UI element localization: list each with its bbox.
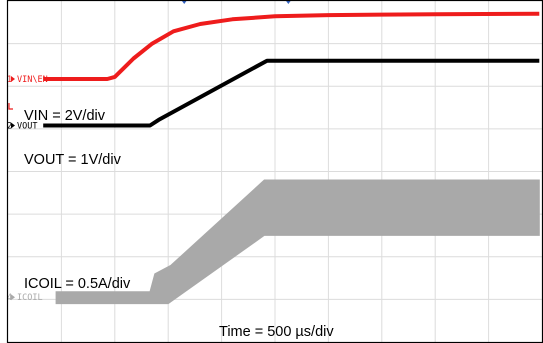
- trace-icoil: [55, 179, 540, 305]
- channel-arrow-icon: [11, 76, 15, 83]
- timebase-label: Time = 500 µs/div: [219, 324, 334, 340]
- scale-label: VOUT = 1V/div: [24, 152, 122, 168]
- graticule: [8, 0, 542, 342]
- trace-vout: [43, 58, 540, 128]
- channel-number: 2: [7, 121, 12, 131]
- channel-name: VOUT: [17, 121, 37, 131]
- channel-name: ICOIL: [17, 293, 43, 303]
- scale-labels: VIN = 2V/div VOUT = 1V/div ICOIL = 0.5A/di…: [24, 108, 131, 292]
- scale-label: ICOIL = 0.5A/div: [24, 276, 131, 292]
- channel-number: 4: [7, 293, 12, 303]
- channel-marker-2: 2 VOUT: [7, 121, 37, 131]
- traces: [43, 11, 540, 305]
- scale-label: VIN = 2V/div: [24, 108, 106, 124]
- channel-name: VIN\EN: [17, 75, 48, 85]
- channel-number: 1: [7, 75, 12, 85]
- channel-marker-4: 4 ICOIL: [7, 293, 43, 303]
- trigger-icon: [8, 103, 13, 110]
- channel-arrow-icon: [11, 122, 15, 129]
- trace-vin-en: [43, 11, 540, 81]
- channel-arrow-icon: [11, 294, 15, 301]
- channel-markers: 1 VIN\EN 2 VOUT 4 ICOIL: [7, 75, 48, 303]
- channel-marker-1: 1 VIN\EN: [7, 75, 48, 85]
